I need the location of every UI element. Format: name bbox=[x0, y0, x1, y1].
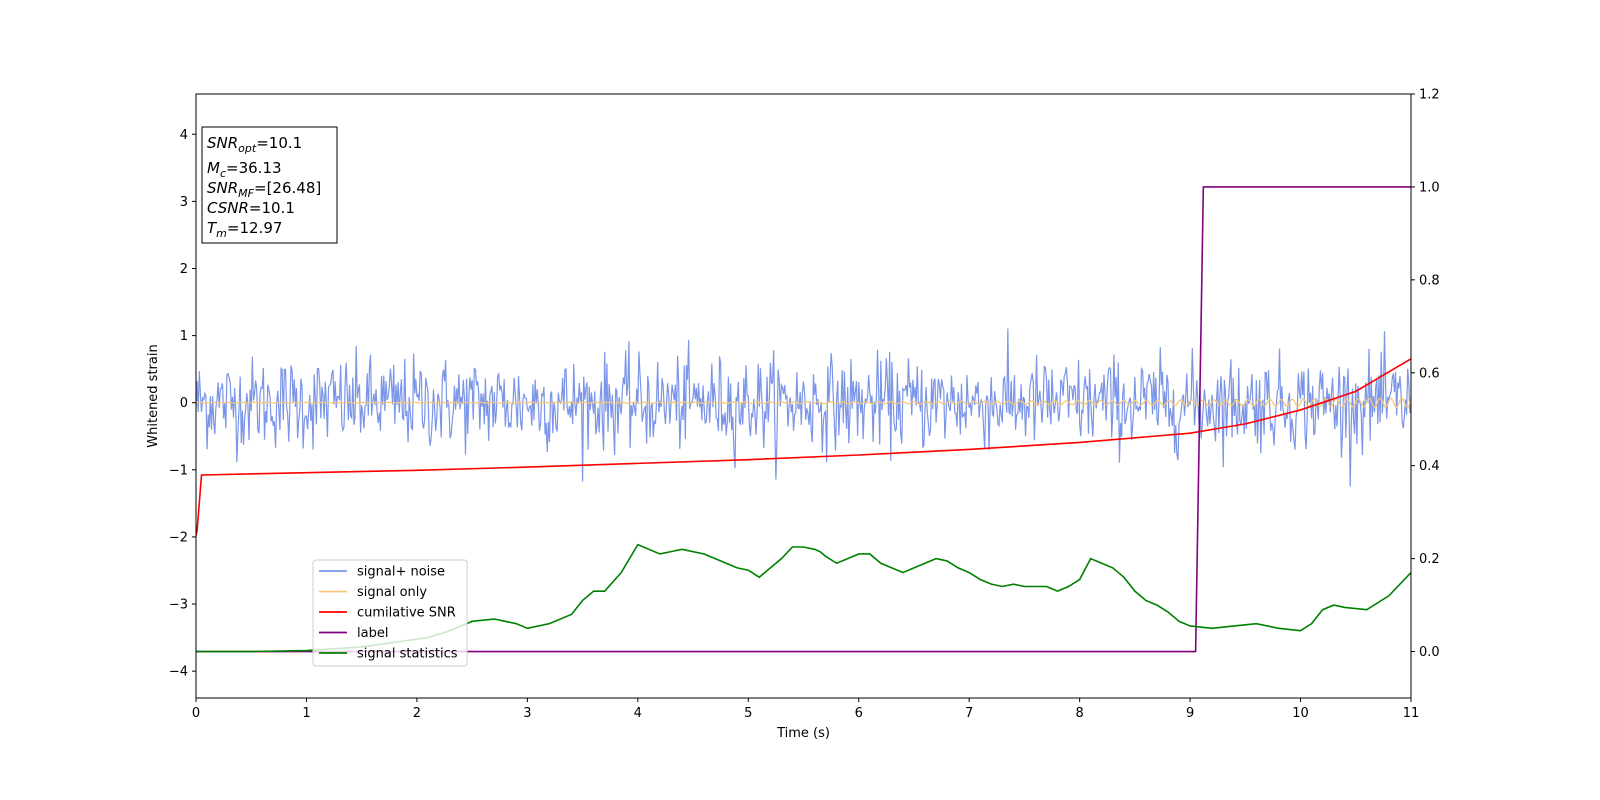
y-right-tick-label: 0.0 bbox=[1419, 645, 1440, 660]
y-left-tick-label: 3 bbox=[180, 195, 188, 210]
y-right-tick-label: 1.0 bbox=[1419, 180, 1440, 195]
legend-item-signal-only: signal only bbox=[319, 585, 427, 600]
y-left-tick-label: −1 bbox=[169, 463, 188, 478]
x-tick-label: 9 bbox=[1186, 706, 1194, 721]
y-axis-label: Whitened strain bbox=[146, 344, 161, 447]
plot-area bbox=[196, 186, 1411, 653]
legend-label: label bbox=[357, 626, 388, 641]
annotation-line: CSNR=10.1 bbox=[207, 199, 295, 217]
y-left-tick-label: −2 bbox=[169, 530, 188, 545]
y-right-tick-label: 0.4 bbox=[1419, 459, 1440, 474]
y-right-tick-label: 0.2 bbox=[1419, 552, 1440, 567]
legend-item-signal-noise: signal+ noise bbox=[319, 565, 445, 580]
legend-frame bbox=[312, 559, 468, 667]
y-left-tick-label: 2 bbox=[180, 262, 188, 277]
x-tick-label: 10 bbox=[1292, 706, 1309, 721]
series-layer bbox=[196, 186, 1411, 653]
annotation-line: Tm=12.97 bbox=[207, 219, 282, 240]
plot-frame bbox=[195, 93, 1412, 699]
legend-label: signal statistics bbox=[357, 647, 458, 662]
x-tick-label: 7 bbox=[965, 706, 973, 721]
y-left-tick-label: −4 bbox=[169, 665, 188, 680]
series-signal-statistics-line bbox=[196, 543, 1411, 653]
x-tick-label: 0 bbox=[192, 706, 200, 721]
x-tick-label: 4 bbox=[634, 706, 642, 721]
annotation-box: SNRopt=10.1 Mc=36.13SNRMF=[26.48]CSNR=10.… bbox=[201, 126, 338, 244]
x-tick-label: 3 bbox=[523, 706, 531, 721]
y-right-tick-label: 0.8 bbox=[1419, 273, 1440, 288]
legend-label: signal only bbox=[357, 585, 427, 600]
annotation-lines: SNRopt=10.1 Mc=36.13SNRMF=[26.48]CSNR=10.… bbox=[207, 134, 321, 240]
y-axis-left: −4 −3 −2 −1 0 1 2 3 4 bbox=[169, 128, 196, 680]
y-left-tick-label: 4 bbox=[180, 128, 188, 143]
x-axis-label: Time (s) bbox=[776, 726, 830, 741]
series-signal-noise-line bbox=[196, 328, 1411, 487]
y-left-tick-label: 0 bbox=[180, 396, 188, 411]
x-axis: 0 1 2 3 4 5 6 7 8 9 10 11 bbox=[192, 698, 1419, 721]
y-right-tick-label: 1.2 bbox=[1419, 88, 1440, 103]
legend-item-cumilative-snr: cumilative SNR bbox=[319, 606, 456, 621]
series-signal-only-line bbox=[196, 397, 1411, 408]
annotation-line: SNRopt=10.1 bbox=[207, 134, 302, 155]
y-left-tick-label: 1 bbox=[180, 329, 188, 344]
annotation-line: SNRMF=[26.48] bbox=[207, 179, 321, 200]
x-tick-label: 11 bbox=[1403, 706, 1420, 721]
x-tick-label: 5 bbox=[744, 706, 752, 721]
x-tick-label: 1 bbox=[302, 706, 310, 721]
series-cumilative-snr-line bbox=[196, 358, 1411, 536]
legend-label: cumilative SNR bbox=[357, 606, 456, 621]
x-tick-label: 8 bbox=[1075, 706, 1083, 721]
y-axis-right: 0.0 0.2 0.4 0.6 0.8 1.0 1.2 bbox=[1411, 88, 1440, 660]
annotation-frame bbox=[201, 126, 338, 244]
y-right-tick-label: 0.6 bbox=[1419, 366, 1440, 381]
legend-label: signal+ noise bbox=[357, 565, 445, 580]
series-label-line bbox=[196, 186, 1411, 653]
annotation-line: Mc=36.13 bbox=[207, 159, 282, 180]
legend-items: signal+ noise signal only cumilative SNR la… bbox=[319, 565, 458, 662]
legend-item-signal-statistics: signal statistics bbox=[319, 647, 458, 662]
x-tick-label: 6 bbox=[855, 706, 863, 721]
legend: signal+ noise signal only cumilative SNR la… bbox=[312, 559, 468, 667]
legend-item-label: label bbox=[319, 626, 388, 641]
y-left-tick-label: −3 bbox=[169, 598, 188, 613]
x-tick-label: 2 bbox=[413, 706, 421, 721]
